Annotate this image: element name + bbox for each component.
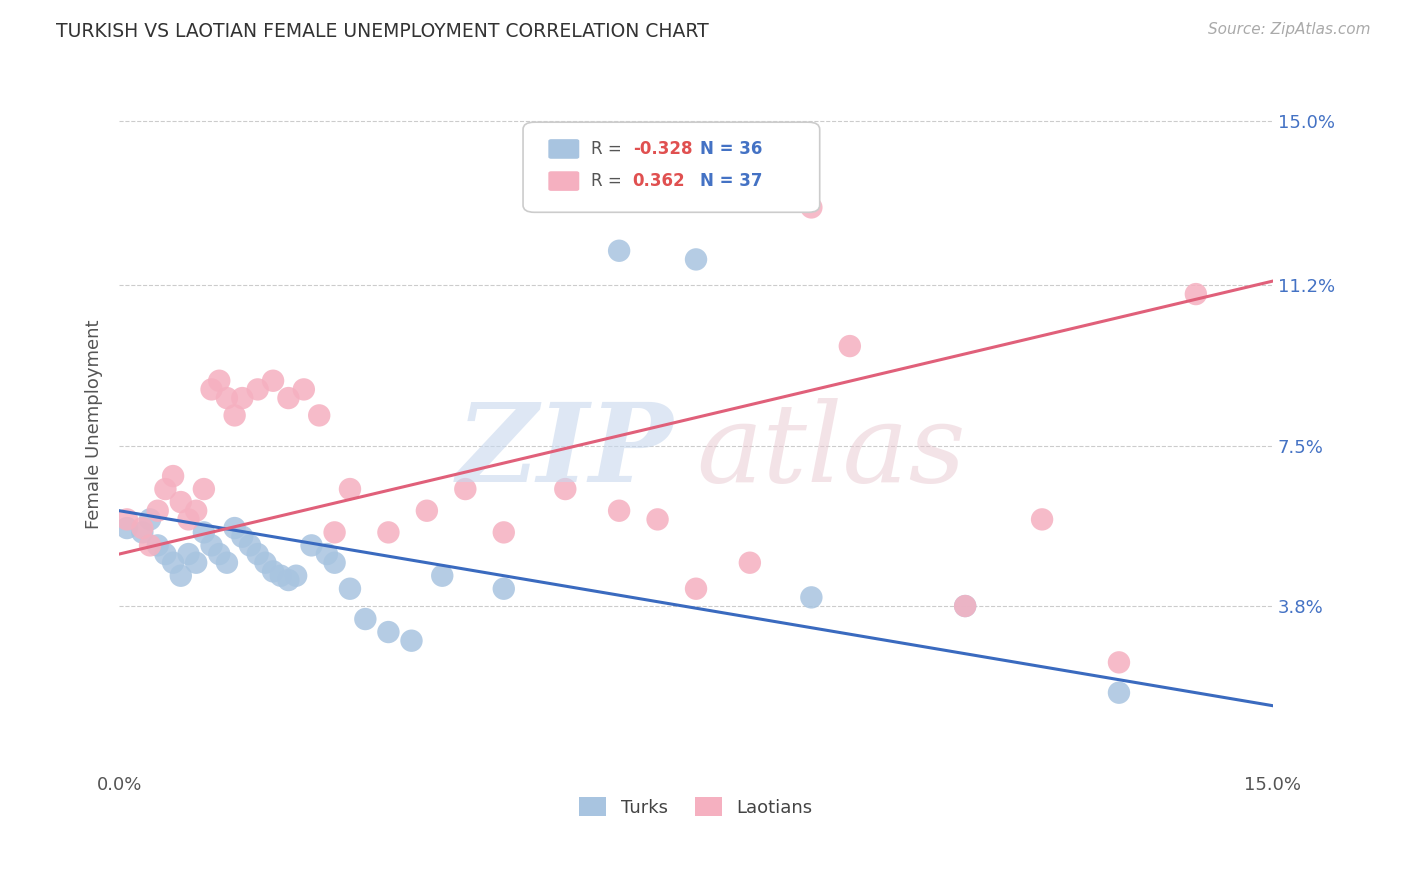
Point bbox=[1108, 656, 1130, 670]
Point bbox=[139, 512, 162, 526]
Point bbox=[246, 383, 269, 397]
Point bbox=[285, 568, 308, 582]
Point bbox=[454, 482, 477, 496]
Point bbox=[339, 582, 361, 596]
Point bbox=[146, 538, 169, 552]
Point bbox=[186, 556, 208, 570]
Point bbox=[354, 612, 377, 626]
Point bbox=[277, 391, 299, 405]
Point bbox=[492, 525, 515, 540]
Point bbox=[193, 482, 215, 496]
Point bbox=[215, 391, 238, 405]
Point bbox=[146, 504, 169, 518]
Point bbox=[186, 504, 208, 518]
Text: N = 36: N = 36 bbox=[700, 140, 762, 158]
Point bbox=[139, 538, 162, 552]
Point bbox=[200, 383, 222, 397]
Point bbox=[262, 374, 284, 388]
Point bbox=[838, 339, 860, 353]
Point bbox=[339, 482, 361, 496]
Y-axis label: Female Unemployment: Female Unemployment bbox=[86, 319, 103, 529]
Text: 0.362: 0.362 bbox=[633, 172, 685, 190]
Legend: Turks, Laotians: Turks, Laotians bbox=[572, 790, 820, 824]
Point bbox=[492, 582, 515, 596]
Point bbox=[1031, 512, 1053, 526]
Point bbox=[155, 547, 177, 561]
Point bbox=[208, 547, 231, 561]
Text: ZIP: ZIP bbox=[457, 398, 673, 506]
Point bbox=[131, 525, 153, 540]
Point bbox=[301, 538, 323, 552]
Point bbox=[246, 547, 269, 561]
Text: R =: R = bbox=[591, 172, 631, 190]
Text: N = 37: N = 37 bbox=[700, 172, 762, 190]
Point bbox=[200, 538, 222, 552]
Text: TURKISH VS LAOTIAN FEMALE UNEMPLOYMENT CORRELATION CHART: TURKISH VS LAOTIAN FEMALE UNEMPLOYMENT C… bbox=[56, 22, 709, 41]
Point bbox=[1185, 287, 1208, 301]
Point bbox=[115, 512, 138, 526]
Point bbox=[254, 556, 277, 570]
Point bbox=[800, 591, 823, 605]
Text: R =: R = bbox=[591, 140, 627, 158]
Point bbox=[323, 556, 346, 570]
Point bbox=[432, 568, 454, 582]
Point bbox=[416, 504, 439, 518]
Point bbox=[177, 547, 200, 561]
Point bbox=[224, 521, 246, 535]
Text: -0.328: -0.328 bbox=[633, 140, 692, 158]
Point bbox=[208, 374, 231, 388]
Point bbox=[554, 482, 576, 496]
Point bbox=[323, 525, 346, 540]
Point bbox=[270, 568, 292, 582]
Point bbox=[239, 538, 262, 552]
Text: Source: ZipAtlas.com: Source: ZipAtlas.com bbox=[1208, 22, 1371, 37]
Point bbox=[170, 568, 193, 582]
Point bbox=[292, 383, 315, 397]
Point bbox=[115, 521, 138, 535]
Point bbox=[607, 504, 630, 518]
Point bbox=[607, 244, 630, 258]
Point bbox=[215, 556, 238, 570]
Point bbox=[193, 525, 215, 540]
Text: atlas: atlas bbox=[696, 398, 966, 506]
Point bbox=[162, 556, 184, 570]
Point bbox=[401, 633, 423, 648]
Point bbox=[800, 201, 823, 215]
Point bbox=[177, 512, 200, 526]
Point bbox=[316, 547, 339, 561]
Point bbox=[1108, 686, 1130, 700]
Point bbox=[685, 582, 707, 596]
Point bbox=[224, 409, 246, 423]
Point bbox=[738, 556, 761, 570]
Point bbox=[377, 625, 399, 640]
Point bbox=[170, 495, 193, 509]
Point bbox=[155, 482, 177, 496]
Point bbox=[953, 599, 976, 613]
Point bbox=[953, 599, 976, 613]
Point bbox=[162, 469, 184, 483]
Point bbox=[685, 252, 707, 267]
Point bbox=[308, 409, 330, 423]
Point bbox=[231, 530, 253, 544]
Point bbox=[377, 525, 399, 540]
Point bbox=[262, 565, 284, 579]
Point bbox=[277, 573, 299, 587]
Point bbox=[131, 521, 153, 535]
Point bbox=[647, 512, 669, 526]
Point bbox=[231, 391, 253, 405]
